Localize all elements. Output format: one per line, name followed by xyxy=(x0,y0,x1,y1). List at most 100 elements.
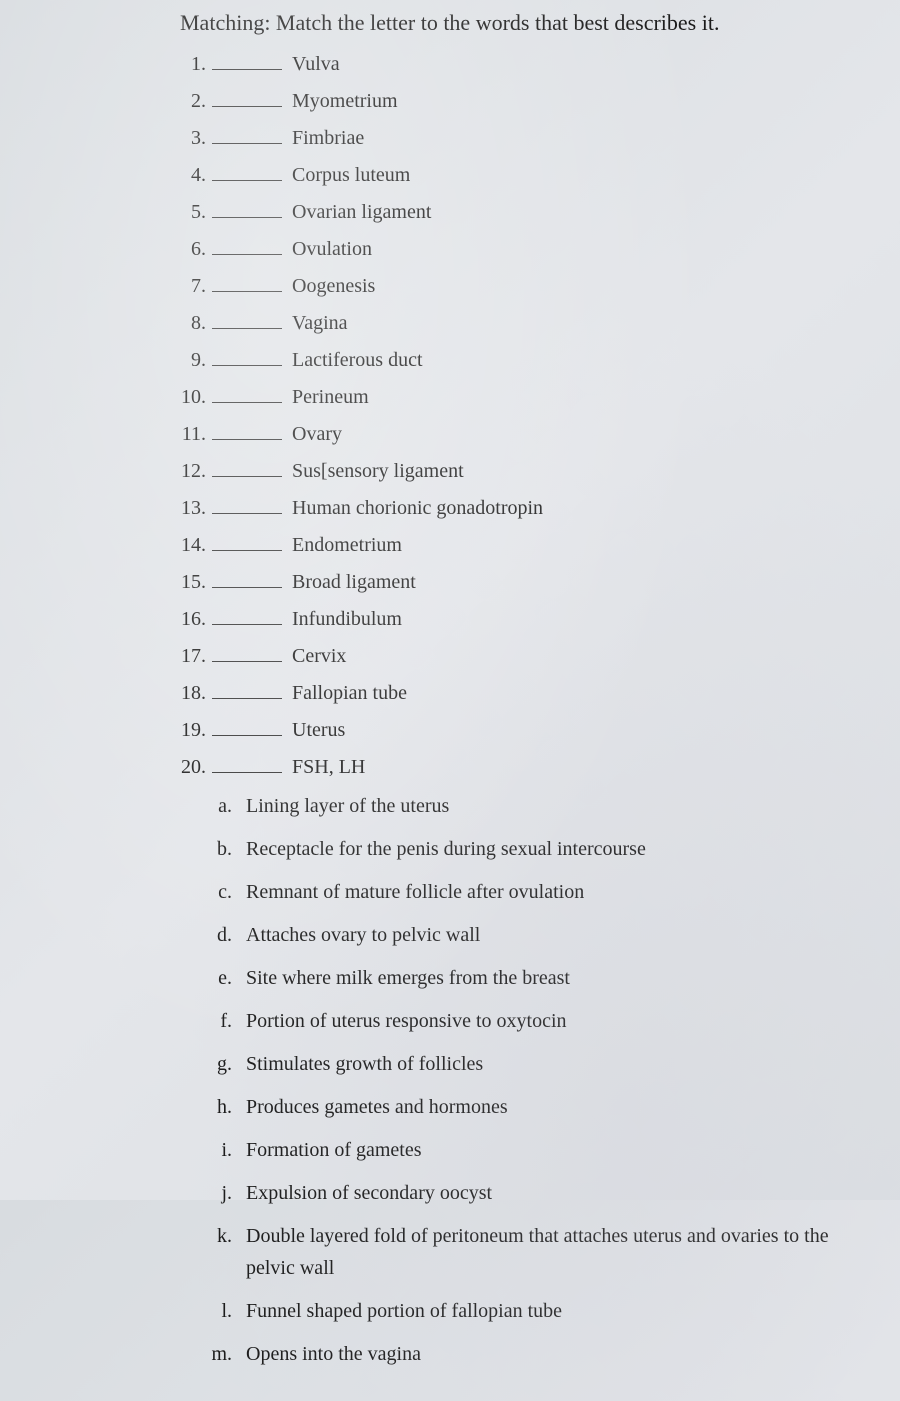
term-label: Cervix xyxy=(292,645,346,668)
lettered-descriptions-list: a. Lining layer of the uterus b. Receptacle… xyxy=(206,790,870,1370)
item-letter: i. xyxy=(206,1139,232,1162)
answer-blank[interactable] xyxy=(212,716,282,736)
description-text: Produces gametes and hormones xyxy=(246,1091,870,1123)
item-letter: e. xyxy=(206,967,232,990)
answer-blank[interactable] xyxy=(212,235,282,255)
term-label: Perineum xyxy=(292,386,369,409)
item-number: 5. xyxy=(170,201,206,224)
answer-blank[interactable] xyxy=(212,605,282,625)
item-number: 10. xyxy=(170,386,206,409)
description-text: Stimulates growth of follicles xyxy=(246,1048,870,1080)
term-label: Endometrium xyxy=(292,534,402,557)
item-number: 19. xyxy=(170,719,206,742)
answer-blank[interactable] xyxy=(212,198,282,218)
answer-blank[interactable] xyxy=(212,50,282,70)
answer-blank[interactable] xyxy=(212,642,282,662)
lettered-item: m. Opens into the vagina xyxy=(206,1338,870,1370)
description-text: Opens into the vagina xyxy=(246,1338,870,1370)
lettered-item: l.Funnel shaped portion of fallopian tub… xyxy=(206,1295,870,1327)
item-number: 16. xyxy=(170,608,206,631)
lettered-item: a. Lining layer of the uterus xyxy=(206,790,870,822)
lettered-item: k.Double layered fold of peritoneum that… xyxy=(206,1220,870,1284)
term-label: Sus[sensory ligament xyxy=(292,460,464,483)
answer-blank[interactable] xyxy=(212,346,282,366)
numbered-item: 10. Perineum xyxy=(170,383,870,409)
answer-blank[interactable] xyxy=(212,679,282,699)
numbered-item: 17.Cervix xyxy=(170,642,870,668)
description-text: Double layered fold of peritoneum that a… xyxy=(246,1220,870,1284)
numbered-item: 14. Endometrium xyxy=(170,531,870,557)
answer-blank[interactable] xyxy=(212,383,282,403)
term-label: Uterus xyxy=(292,719,345,742)
lettered-item: e.Site where milk emerges from the breas… xyxy=(206,962,870,994)
term-label: Infundibulum xyxy=(292,608,402,631)
item-number: 12. xyxy=(170,460,206,483)
term-label: Vulva xyxy=(292,53,340,76)
numbered-item: 20.FSH, LH xyxy=(170,753,870,779)
item-letter: b. xyxy=(206,838,232,861)
item-letter: f. xyxy=(206,1010,232,1033)
description-text: Receptacle for the penis during sexual i… xyxy=(246,833,870,865)
numbered-item: 3. Fimbriae xyxy=(170,124,870,150)
term-label: Vagina xyxy=(292,312,348,335)
term-label: Oogenesis xyxy=(292,275,375,298)
numbered-item: 13. Human chorionic gonadotropin xyxy=(170,494,870,520)
term-label: Fimbriae xyxy=(292,127,364,150)
numbered-item: 2.Myometrium xyxy=(170,87,870,113)
lettered-item: h. Produces gametes and hormones xyxy=(206,1091,870,1123)
item-number: 13. xyxy=(170,497,206,520)
answer-blank[interactable] xyxy=(212,420,282,440)
item-number: 15. xyxy=(170,571,206,594)
lettered-item: j. Expulsion of secondary oocyst xyxy=(206,1177,870,1209)
numbered-item: 18.Fallopian tube xyxy=(170,679,870,705)
lettered-item: b. Receptacle for the penis during sexual… xyxy=(206,833,870,865)
item-letter: m. xyxy=(206,1343,232,1366)
numbered-item: 19. Uterus xyxy=(170,716,870,742)
worksheet-page: Matching: Match the letter to the words … xyxy=(0,0,900,1401)
answer-blank[interactable] xyxy=(212,494,282,514)
numbered-item: 12. Sus[sensory ligament xyxy=(170,457,870,483)
description-text: Formation of gametes xyxy=(246,1134,870,1166)
instructions-heading: Matching: Match the letter to the words … xyxy=(180,10,870,36)
description-text: Portion of uterus responsive to oxytocin xyxy=(246,1005,870,1037)
item-letter: c. xyxy=(206,881,232,904)
description-text: Lining layer of the uterus xyxy=(246,790,870,822)
term-label: Lactiferous duct xyxy=(292,349,423,372)
lettered-item: g.Stimulates growth of follicles xyxy=(206,1048,870,1080)
item-letter: j. xyxy=(206,1182,232,1205)
item-number: 14. xyxy=(170,534,206,557)
description-text: Remnant of mature follicle after ovulati… xyxy=(246,876,870,908)
term-label: Corpus luteum xyxy=(292,164,410,187)
item-letter: h. xyxy=(206,1096,232,1119)
numbered-item: 5.Ovarian ligament xyxy=(170,198,870,224)
answer-blank[interactable] xyxy=(212,309,282,329)
item-number: 7. xyxy=(170,275,206,298)
numbered-terms-list: 1.Vulva 2.Myometrium 3. Fimbriae 4. Corpus lu… xyxy=(170,50,870,779)
term-label: Ovary xyxy=(292,423,342,446)
term-label: Ovulation xyxy=(292,238,372,261)
item-number: 11. xyxy=(170,423,206,446)
answer-blank[interactable] xyxy=(212,124,282,144)
description-text: Attaches ovary to pelvic wall xyxy=(246,919,870,951)
numbered-item: 6.Ovulation xyxy=(170,235,870,261)
item-number: 4. xyxy=(170,164,206,187)
answer-blank[interactable] xyxy=(212,531,282,551)
answer-blank[interactable] xyxy=(212,457,282,477)
lettered-item: d.Attaches ovary to pelvic wall xyxy=(206,919,870,951)
answer-blank[interactable] xyxy=(212,272,282,292)
answer-blank[interactable] xyxy=(212,568,282,588)
numbered-item: 9.Lactiferous duct xyxy=(170,346,870,372)
answer-blank[interactable] xyxy=(212,87,282,107)
item-letter: a. xyxy=(206,795,232,818)
item-number: 3. xyxy=(170,127,206,150)
numbered-item: 1.Vulva xyxy=(170,50,870,76)
item-number: 20. xyxy=(170,756,206,779)
lettered-item: c. Remnant of mature follicle after ovula… xyxy=(206,876,870,908)
term-label: Human chorionic gonadotropin xyxy=(292,497,543,520)
numbered-item: 15.Broad ligament xyxy=(170,568,870,594)
answer-blank[interactable] xyxy=(212,161,282,181)
numbered-item: 16. Infundibulum xyxy=(170,605,870,631)
description-text: Expulsion of secondary oocyst xyxy=(246,1177,870,1209)
answer-blank[interactable] xyxy=(212,753,282,773)
term-label: Fallopian tube xyxy=(292,682,407,705)
